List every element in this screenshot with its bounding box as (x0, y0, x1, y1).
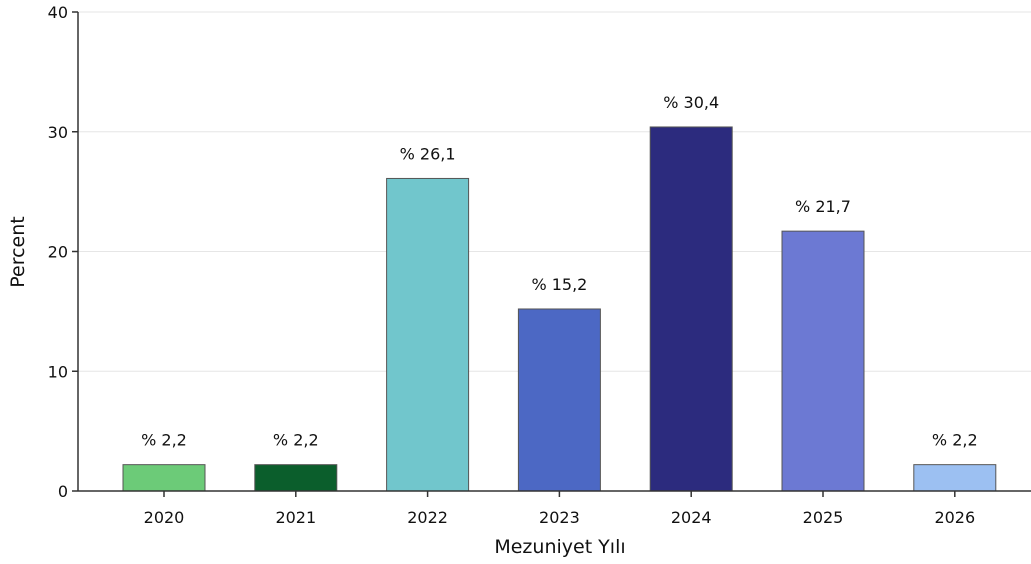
x-tick-label: 2024 (671, 508, 712, 527)
x-tick-label: 2020 (144, 508, 185, 527)
data-label: % 21,7 (795, 197, 851, 216)
data-label: % 26,1 (400, 144, 456, 163)
bar (254, 464, 338, 492)
bar (913, 464, 997, 492)
y-tick-label: 30 (48, 123, 68, 142)
y-ticks: 0 10 20 30 40 (48, 3, 78, 501)
y-axis-title: Percent (7, 216, 29, 288)
data-label: % 30,4 (663, 93, 719, 112)
bar (649, 126, 733, 492)
data-labels: % 2,2 % 2,2 % 26,1 % 15,2 % 30,4 % 21,7 % 2,2 (141, 93, 978, 450)
x-tick-label: 2023 (539, 508, 580, 527)
data-label: % 2,2 (932, 431, 978, 450)
y-tick-label: 20 (48, 243, 68, 262)
y-tick-label: 40 (48, 3, 68, 22)
bar (386, 177, 470, 492)
y-tick-label: 0 (58, 482, 68, 501)
x-tick-label: 2022 (407, 508, 448, 527)
bar (517, 308, 601, 492)
x-tick-label: 2026 (934, 508, 975, 527)
x-tick-label: 2025 (803, 508, 844, 527)
bar (122, 464, 206, 492)
x-tick-label: 2021 (275, 508, 316, 527)
data-label: % 15,2 (531, 275, 587, 294)
x-axis-title: Mezuniyet Yılı (494, 536, 625, 558)
bar (781, 230, 865, 492)
data-label: % 2,2 (273, 431, 319, 450)
bars (122, 126, 997, 492)
data-label: % 2,2 (141, 431, 187, 450)
y-tick-label: 10 (48, 362, 68, 381)
x-ticks: 2020 2021 2022 2023 2024 2025 2026 (144, 491, 975, 527)
